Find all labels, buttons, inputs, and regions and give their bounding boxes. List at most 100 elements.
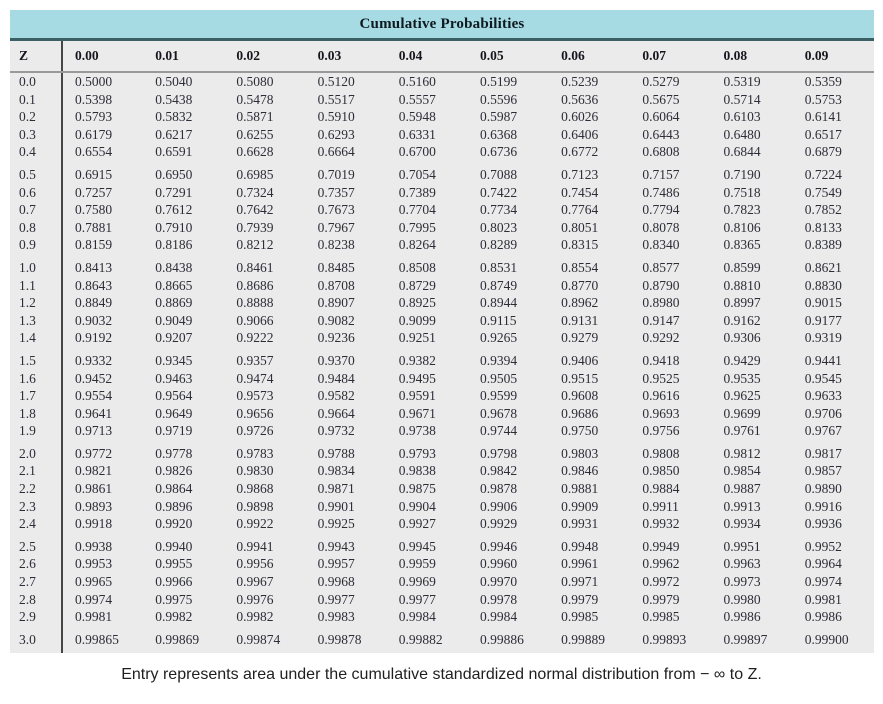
value-cell: 0.9616 [642, 388, 680, 404]
value-cell: 0.6554 [75, 144, 113, 160]
value-cell: 0.9573 [236, 388, 274, 404]
z-cell: 2.6 [10, 555, 63, 574]
value-cell: 0.9713 [75, 423, 113, 439]
value-cell: 0.6064 [642, 109, 680, 125]
value-cell: 0.9922 [236, 516, 274, 532]
value-cell: 0.9985 [561, 609, 599, 625]
value-cell: 0.9906 [479, 498, 518, 514]
value-cell: 0.9830 [236, 463, 274, 479]
value-cell: 0.7291 [155, 184, 193, 200]
value-cell: 0.6255 [236, 126, 274, 142]
value-cell: 0.9015 [804, 295, 842, 311]
value-cell: 0.9909 [561, 498, 599, 514]
value-cell: 0.6628 [236, 144, 274, 160]
z-cell: 1.2 [10, 294, 63, 312]
value-cell: 0.9394 [479, 352, 518, 368]
z-cell: 0.6 [10, 183, 63, 202]
value-cell: 0.9978 [479, 591, 518, 607]
value-cell: 0.9032 [75, 312, 113, 328]
value-cell: 0.9946 [479, 538, 518, 554]
value-cell: 0.8365 [723, 237, 761, 253]
value-cell: 0.7642 [236, 202, 274, 218]
value-cell: 0.9890 [804, 481, 842, 497]
value-cell: 0.9834 [317, 463, 355, 479]
value-cell: 0.9896 [155, 498, 193, 514]
value-cell: 0.99874 [236, 631, 281, 647]
value-cell: 0.8997 [723, 295, 761, 311]
value-cell: 0.7324 [236, 184, 274, 200]
value-cell: 0.6141 [804, 109, 842, 125]
value-cell: 0.9936 [804, 516, 842, 532]
z-cell: 0.3 [10, 125, 63, 144]
value-cell: 0.9884 [642, 481, 680, 497]
value-cell: 0.5714 [723, 91, 761, 107]
value-cell: 0.8186 [155, 237, 193, 253]
z-cell: 2.8 [10, 590, 63, 609]
value-cell: 0.8078 [642, 219, 680, 235]
value-cell: 0.9850 [642, 463, 680, 479]
value-cell: 0.9357 [236, 352, 274, 368]
value-cell: 0.6443 [642, 126, 680, 142]
value-cell: 0.7019 [317, 166, 355, 182]
value-cell: 0.9857 [804, 463, 842, 479]
value-cell: 0.6808 [642, 144, 680, 160]
value-cell: 0.9975 [155, 591, 193, 607]
table-row: 2.2 0.9861 0.9864 0.9868 0.9871 0.9875 0.9878 0… [10, 480, 874, 498]
value-cell: 0.8531 [479, 259, 518, 275]
value-cell: 0.9798 [479, 445, 518, 461]
cumulative-probabilities-table: Cumulative Probabilities Z 0.00 0.01 0.02 0… [10, 10, 874, 654]
header-row: Z 0.00 0.01 0.02 0.03 0.04 0.05 0.06 0.07 0.08 0.… [10, 41, 874, 73]
value-cell: 0.9750 [561, 423, 599, 439]
value-cell: 0.9932 [642, 516, 680, 532]
value-cell: 0.5753 [804, 91, 842, 107]
value-cell: 0.5517 [317, 91, 355, 107]
value-cell: 0.99886 [479, 631, 524, 647]
value-cell: 0.9966 [155, 574, 193, 590]
value-cell: 0.9418 [642, 352, 680, 368]
value-cell: 0.9977 [398, 591, 436, 607]
value-cell: 0.7995 [398, 219, 436, 235]
value-cell: 0.9495 [398, 370, 436, 386]
value-cell: 0.9938 [75, 538, 113, 554]
value-cell: 0.9678 [479, 405, 518, 421]
value-cell: 0.9719 [155, 423, 193, 439]
value-cell: 0.8810 [723, 277, 761, 293]
value-cell: 0.5636 [561, 91, 599, 107]
value-cell: 0.7486 [642, 184, 680, 200]
value-cell: 0.5120 [317, 74, 355, 89]
value-cell: 0.8599 [723, 259, 761, 275]
value-cell: 0.8907 [317, 295, 355, 311]
value-cell: 0.8289 [479, 237, 518, 253]
value-cell: 0.9115 [479, 312, 517, 328]
value-cell: 0.8888 [236, 295, 274, 311]
value-cell: 0.9929 [479, 516, 518, 532]
value-cell: 0.9838 [398, 463, 436, 479]
value-cell: 0.9974 [804, 574, 842, 590]
value-cell: 0.9960 [479, 556, 518, 572]
value-cell: 0.8729 [398, 277, 436, 293]
table-row: 1.3 0.9032 0.9049 0.9066 0.9082 0.9099 0.9115 0… [10, 311, 874, 330]
value-cell: 0.9931 [561, 516, 599, 532]
value-cell: 0.8315 [561, 237, 599, 253]
table-row: 2.5 0.9938 0.9940 0.9941 0.9943 0.9945 0.9946 0… [10, 532, 874, 556]
value-cell: 0.9535 [723, 370, 761, 386]
z-cell: 2.4 [10, 515, 63, 533]
table-row: 0.5 0.6915 0.6950 0.6985 0.7019 0.7054 0.7088 0… [10, 160, 874, 184]
value-cell: 0.6664 [317, 144, 355, 160]
value-cell: 0.9591 [398, 388, 436, 404]
value-cell: 0.7454 [561, 184, 599, 200]
value-cell: 0.5199 [479, 74, 518, 89]
value-cell: 0.9625 [723, 388, 761, 404]
value-cell: 0.7612 [155, 202, 193, 218]
value-cell: 0.7794 [642, 202, 680, 218]
value-cell: 0.9953 [75, 556, 113, 572]
table-row: 1.6 0.9452 0.9463 0.9474 0.9484 0.9495 0.9505 0… [10, 369, 874, 388]
col-header: 0.07 [630, 41, 712, 73]
value-cell: 0.7422 [479, 184, 518, 200]
value-cell: 0.9984 [479, 609, 518, 625]
table-row: 2.3 0.9893 0.9896 0.9898 0.9901 0.9904 0.9906 0… [10, 497, 874, 516]
value-cell: 0.9633 [804, 388, 842, 404]
value-cell: 0.7123 [561, 166, 599, 182]
value-cell: 0.8944 [479, 295, 518, 311]
value-cell: 0.9986 [723, 609, 761, 625]
